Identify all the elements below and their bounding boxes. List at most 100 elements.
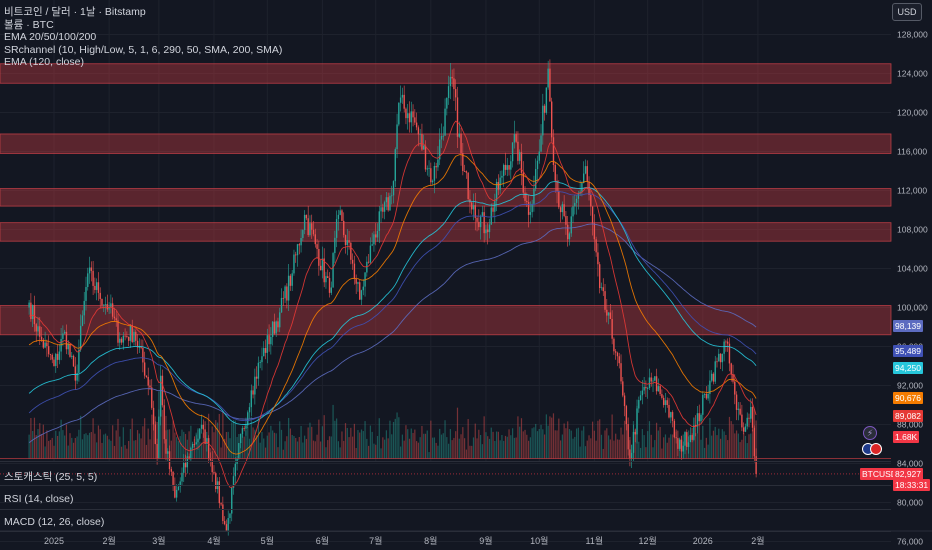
candle-body (37, 326, 39, 332)
candle-body (131, 325, 133, 343)
volume-bar (552, 413, 555, 459)
volume-bar (172, 420, 174, 459)
volume-bar (136, 430, 139, 459)
candle-body (140, 347, 142, 348)
volume-bar (263, 438, 265, 459)
volume-bar (243, 436, 245, 459)
volume-bar (405, 425, 407, 459)
volume-bar (101, 442, 103, 459)
candle-body (478, 221, 480, 228)
currency-button[interactable]: USD (892, 3, 922, 21)
volume-bar (558, 418, 560, 459)
pane-divider[interactable] (0, 531, 891, 532)
volume-bar (465, 449, 467, 459)
rsi-pane-label[interactable]: RSI (14, close) (4, 493, 74, 505)
candle-body (495, 181, 498, 201)
candle-body (643, 386, 645, 391)
candle-body (668, 405, 670, 418)
volume-bar (133, 440, 135, 459)
volume-bar (53, 445, 55, 459)
time-axis[interactable]: 2025 2월 3월 4월 5월 6월 7월 8월 9월 10월 11월 12월 2026 2월 (0, 530, 932, 546)
ema120-legend[interactable]: EMA (120, close) (4, 56, 84, 69)
candle-body (623, 395, 626, 407)
volume-bar (476, 438, 478, 459)
candle-body (264, 348, 267, 353)
volume-bar (64, 435, 66, 459)
candle-body (101, 298, 103, 306)
candle-body (677, 438, 679, 449)
volume-bar (76, 436, 78, 459)
candle-body (503, 164, 505, 176)
candle-body (254, 376, 256, 395)
macd-pane-label[interactable]: MACD (12, 26, close) (4, 516, 105, 528)
volume-bar (426, 430, 428, 459)
candle-body (430, 168, 432, 183)
candle-body (408, 113, 411, 123)
pane-divider[interactable] (0, 461, 891, 462)
volume-bar (282, 449, 284, 459)
time-tick-label: 7월 (369, 535, 382, 546)
volume-bar (312, 440, 315, 459)
volume-bar (368, 445, 370, 459)
price-axis[interactable]: 76,00080,00084,00088,00092,00096,000100,… (897, 30, 928, 547)
volume-bar (110, 440, 112, 459)
volume-bar (538, 428, 540, 459)
candle-body (410, 111, 412, 123)
symbol-title[interactable]: 비트코인 / 달러 · 1날 · Bitstamp (4, 6, 146, 18)
volume-bar (746, 443, 748, 459)
volume-bar (467, 419, 469, 459)
candle-body (686, 432, 688, 447)
candle-body (181, 472, 183, 482)
candle-body (636, 408, 638, 435)
candle-body (85, 287, 87, 301)
candle-body (426, 168, 428, 170)
candle-body (682, 445, 684, 452)
volume-bar (554, 430, 556, 459)
candle-body (314, 234, 316, 245)
volume-legend[interactable]: 볼륨 · BTC (4, 18, 54, 31)
volume-bar (350, 427, 352, 459)
sr-zone (0, 188, 892, 207)
ema50-line (28, 154, 757, 455)
pane-divider[interactable] (0, 485, 891, 486)
candle-body (391, 195, 393, 197)
volume-bar (46, 430, 48, 459)
candle-body (376, 230, 379, 238)
volume-bar (167, 429, 169, 459)
candle-body (732, 373, 734, 382)
candle-body (142, 347, 144, 363)
lightning-icon[interactable]: ⚡ (863, 426, 877, 440)
flag-icon[interactable] (870, 443, 882, 455)
candle-body (687, 442, 690, 447)
ema-legend[interactable]: EMA 20/50/100/200 (4, 31, 97, 44)
candle-body (151, 387, 153, 408)
candle-body (535, 169, 537, 189)
volume-bar (533, 427, 535, 459)
sr-zone (0, 305, 892, 336)
price-tick-label: 100,000 (897, 303, 928, 313)
candle-body (353, 263, 356, 279)
pane-divider[interactable] (0, 509, 891, 510)
candle-body (671, 412, 674, 421)
candle-body (307, 218, 309, 236)
volume-bar (215, 420, 217, 459)
candle-body (439, 139, 441, 160)
candle-body (261, 356, 263, 363)
volume-bar (510, 435, 512, 459)
volume-bar (128, 441, 130, 459)
volume-bar (511, 428, 514, 459)
candle-body (586, 166, 588, 182)
volume-bar (234, 420, 236, 459)
candle-body (435, 165, 437, 168)
volume-bar (254, 429, 256, 459)
candle-body (744, 426, 747, 432)
candle-body (337, 214, 340, 220)
candle-body (666, 400, 668, 405)
stoch-pane-label[interactable]: 스토캐스틱 (25, 5, 5) (4, 471, 98, 483)
candle-body (538, 151, 540, 161)
volume-bar (94, 433, 96, 459)
srchannel-legend[interactable]: SRchannel (10, High/Low, 5, 1, 6, 290, 5… (4, 43, 283, 56)
candle-body (362, 286, 364, 291)
